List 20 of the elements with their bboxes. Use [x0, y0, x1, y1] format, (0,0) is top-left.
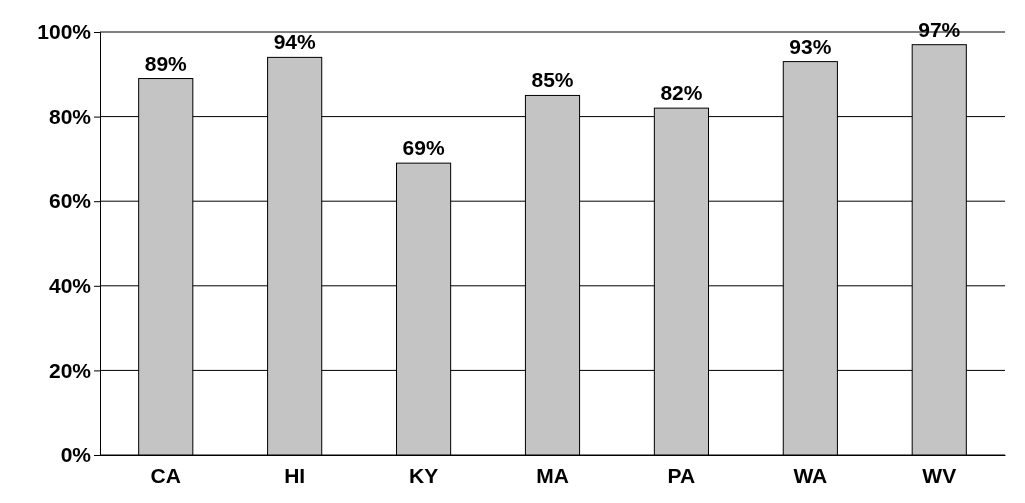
y-tick-label: 20%	[48, 358, 92, 382]
x-tick-label: MA	[536, 464, 569, 488]
data-label: 82%	[660, 81, 703, 105]
x-tick-label: HI	[284, 464, 306, 488]
data-label: 89%	[144, 51, 188, 75]
y-tick-label: 0%	[60, 443, 92, 467]
y-tick-label: 100%	[37, 20, 92, 44]
data-label: 97%	[918, 17, 961, 41]
y-tick-label: 60%	[48, 189, 92, 213]
data-label: 94%	[273, 30, 317, 54]
data-label: 93%	[789, 34, 832, 58]
x-tick-label: KY	[408, 464, 439, 488]
y-tick-label: 40%	[48, 274, 92, 298]
x-tick-label: WV	[922, 464, 957, 488]
x-tick-label: PA	[667, 464, 696, 488]
data-label: 85%	[531, 68, 574, 92]
x-tick-label: WA	[793, 464, 828, 488]
data-label: 69%	[402, 136, 445, 160]
x-tick-label: CA	[150, 464, 181, 488]
y-tick-label: 80%	[48, 104, 92, 128]
